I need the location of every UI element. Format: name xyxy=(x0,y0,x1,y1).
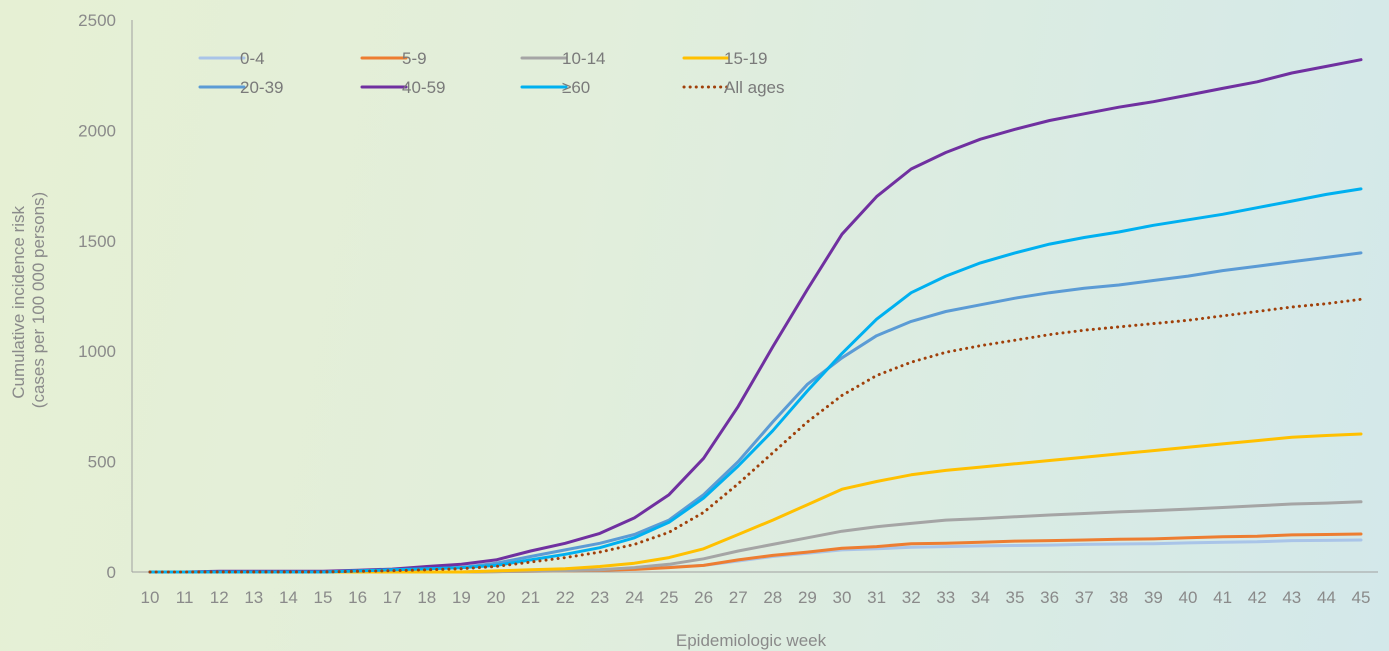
y-tick-label: 2500 xyxy=(78,11,116,30)
legend-item: 15-19 xyxy=(682,49,767,68)
legend-label: 10-14 xyxy=(562,49,605,68)
x-tick-label: 23 xyxy=(590,588,609,607)
x-tick-label: 25 xyxy=(660,588,679,607)
series-line-0-4 xyxy=(148,538,1363,574)
x-tick-label: 33 xyxy=(936,588,955,607)
legend-label: ≥60 xyxy=(562,78,590,97)
series-line-40-59 xyxy=(148,58,1363,574)
series-lines xyxy=(148,58,1363,574)
series-line-20-39 xyxy=(148,251,1363,574)
x-tick-label: 12 xyxy=(210,588,229,607)
series-line-All ages xyxy=(148,297,1363,574)
x-tick-label: 43 xyxy=(1282,588,1301,607)
legend-item: 40-59 xyxy=(360,78,445,97)
x-tick-label: 42 xyxy=(1248,588,1267,607)
y-tick-label: 0 xyxy=(107,563,116,582)
legend-label: 20-39 xyxy=(240,78,283,97)
x-tick-label: 13 xyxy=(244,588,263,607)
y-axis-title-line-2: (cases per 100 000 persons) xyxy=(29,192,48,408)
legend: 0-4 5-9 10-14 15-19 20-39 40-59 ≥60 All ages xyxy=(198,49,784,97)
x-tick-label: 11 xyxy=(176,588,194,607)
x-tick-label: 39 xyxy=(1144,588,1163,607)
legend-item: 5-9 xyxy=(360,49,427,68)
y-tick-label: 500 xyxy=(88,453,116,472)
series-line-≥60 xyxy=(148,187,1363,574)
x-tick-label: 20 xyxy=(487,588,506,607)
x-tick-label: 31 xyxy=(867,588,886,607)
x-tick-label: 14 xyxy=(279,588,298,607)
legend-label: 15-19 xyxy=(724,49,767,68)
series-line-15-19 xyxy=(148,432,1363,574)
y-tick-labels: 0 500 1000 1500 2000 2500 xyxy=(78,11,116,582)
y-axis-title: Cumulative incidence risk (cases per 100… xyxy=(9,192,48,408)
x-tick-label: 15 xyxy=(314,588,333,607)
y-tick-label: 1500 xyxy=(78,232,116,251)
x-tick-label: 17 xyxy=(383,588,402,607)
x-tick-label: 44 xyxy=(1317,588,1336,607)
axes xyxy=(131,20,1378,573)
legend-item: 20-39 xyxy=(198,78,283,97)
x-tick-label: 32 xyxy=(902,588,921,607)
x-axis-title: Epidemiologic week xyxy=(676,631,827,650)
x-tick-label: 38 xyxy=(1109,588,1128,607)
x-tick-label: 22 xyxy=(556,588,575,607)
y-tick-label: 1000 xyxy=(78,342,116,361)
x-tick-label: 10 xyxy=(141,588,160,607)
x-tick-label: 30 xyxy=(833,588,852,607)
x-tick-label: 41 xyxy=(1213,588,1232,607)
legend-label: 0-4 xyxy=(240,49,265,68)
x-tick-label: 29 xyxy=(798,588,817,607)
x-tick-label: 26 xyxy=(694,588,713,607)
x-tick-label: 18 xyxy=(417,588,436,607)
y-axis-title-line-1: Cumulative incidence risk xyxy=(9,205,28,398)
x-tick-label: 21 xyxy=(521,588,540,607)
legend-item: All ages xyxy=(682,78,784,97)
x-tick-label: 16 xyxy=(348,588,367,607)
legend-item: 10-14 xyxy=(520,49,605,68)
x-tick-label: 27 xyxy=(729,588,748,607)
x-tick-label: 28 xyxy=(763,588,782,607)
legend-item: ≥60 xyxy=(520,78,590,97)
legend-label: All ages xyxy=(724,78,784,97)
y-tick-label: 2000 xyxy=(78,121,116,140)
x-tick-label: 37 xyxy=(1075,588,1094,607)
x-tick-label: 36 xyxy=(1040,588,1059,607)
legend-label: 5-9 xyxy=(402,49,427,68)
x-tick-label: 40 xyxy=(1179,588,1198,607)
x-tick-labels: 10 11 12 13 14 15 16 17 18 19 20 21 22 23 24 25 26 27 28 29… xyxy=(141,588,1371,607)
x-tick-label: 19 xyxy=(452,588,471,607)
x-tick-label: 34 xyxy=(971,588,990,607)
legend-item: 0-4 xyxy=(198,49,265,68)
legend-label: 40-59 xyxy=(402,78,445,97)
series-line-5-9 xyxy=(148,532,1363,574)
x-tick-label: 24 xyxy=(625,588,644,607)
x-tick-label: 35 xyxy=(1006,588,1025,607)
x-tick-label: 45 xyxy=(1352,588,1371,607)
